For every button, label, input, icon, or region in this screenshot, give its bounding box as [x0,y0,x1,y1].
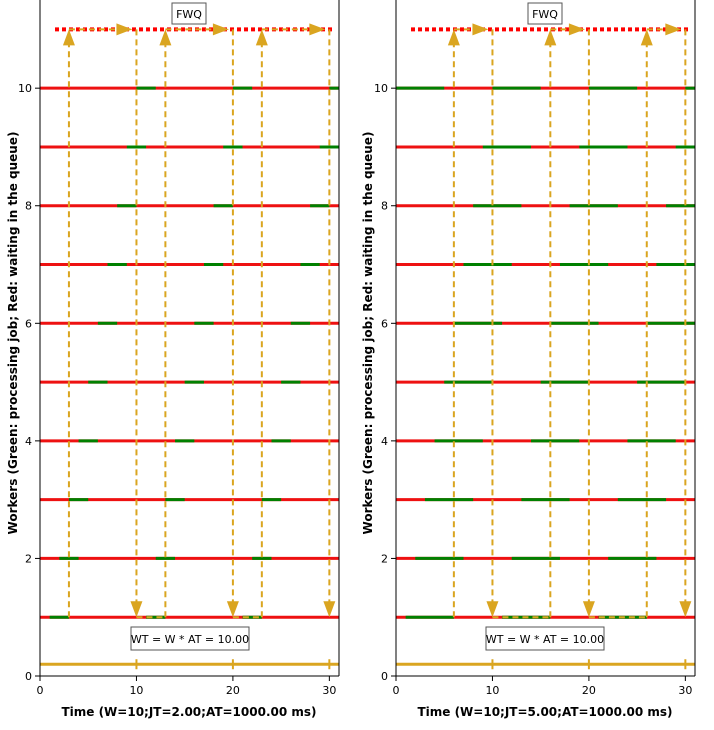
left-arrow-head [116,23,133,36]
right-x-tick-label: 30 [678,684,692,697]
right-x-axis-title: Time (W=10;JT=5.00;AT=1000.00 ms) [417,705,672,719]
left-arrow-head [323,601,336,618]
left-x-tick-label: 30 [322,684,336,697]
right-arrow-head [665,23,682,36]
right-y-tick-label: 8 [381,200,388,213]
right-worker-lines [396,27,695,619]
right-title-box: FWQ [527,2,563,25]
right-arrow-head [447,29,460,46]
right-y-tick-label: 4 [381,435,388,448]
left-arrivals [40,23,339,670]
right-y-tick-label: 2 [381,552,388,565]
left-chart-title: FWQ [176,8,202,21]
right-y-tick-label: 0 [381,670,388,683]
left-arrow-head [159,29,172,46]
left-x-tick-label: 10 [129,684,143,697]
right-y-tick-label: 6 [381,317,388,330]
right-y-axis-title: Workers (Green: processing job; Red: wai… [361,132,375,535]
left-arrow-head [130,601,143,618]
left-chart: 0 10 20 30 0 2 4 6 8 10 FWQ WT = W * AT = 10.00 T… [6,0,340,719]
right-arrow-head [679,601,692,618]
right-annotation-box: WT = W * AT = 10.00 [485,626,605,651]
left-ticks: 0 10 20 30 0 2 4 6 8 10 [18,0,340,697]
left-arrow-head [255,29,268,46]
right-arrow-head [472,23,489,36]
right-chart-title: FWQ [532,8,558,21]
left-annotation: WT = W * AT = 10.00 [131,633,249,646]
left-x-tick-label: 20 [226,684,240,697]
left-arrow-head [212,23,229,36]
left-y-axis-title: Workers (Green: processing job; Red: wai… [6,132,20,535]
left-title-box: FWQ [171,2,207,25]
left-arrow-head [226,601,239,618]
left-y-tick-label: 0 [25,670,32,683]
right-arrow-head [568,23,585,36]
right-x-tick-label: 10 [485,684,499,697]
right-x-tick-label: 20 [582,684,596,697]
right-annotation: WT = W * AT = 10.00 [486,633,604,646]
left-worker-lines [40,27,339,619]
left-y-tick-label: 2 [25,552,32,565]
left-x-axis-title: Time (W=10;JT=2.00;AT=1000.00 ms) [61,705,316,719]
right-arrivals [396,23,695,670]
right-chart: 0 10 20 30 0 2 4 6 8 10 FWQ WT = W * AT = 10.00 T… [361,0,696,719]
right-ticks: 0 10 20 30 0 2 4 6 8 10 [374,0,696,697]
right-y-tick-label: 10 [374,82,388,95]
left-annotation-box: WT = W * AT = 10.00 [130,626,250,651]
right-arrow-head [640,29,653,46]
left-y-tick-label: 4 [25,435,32,448]
left-arrow-head [62,29,75,46]
right-arrow-head [486,601,499,618]
right-arrow-head [582,601,595,618]
right-arrow-head [544,29,557,46]
left-arrow-head [309,23,326,36]
right-x-tick-label: 0 [393,684,400,697]
left-x-tick-label: 0 [37,684,44,697]
left-y-tick-label: 6 [25,317,32,330]
left-y-tick-label: 10 [18,82,32,95]
left-y-tick-label: 8 [25,200,32,213]
